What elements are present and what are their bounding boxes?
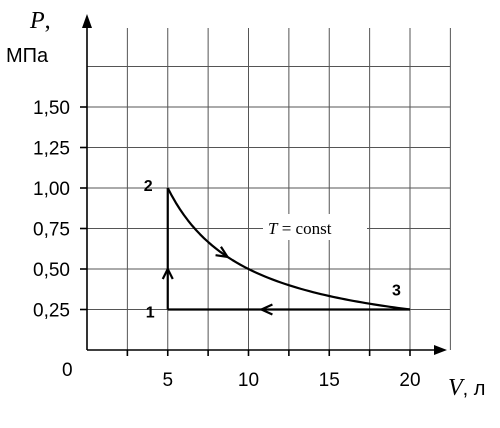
y-tick-label: 1,25 [33, 139, 70, 160]
y-tick-label: 1,50 [33, 98, 70, 119]
y-ticks [80, 106, 87, 311]
isotherm-label-symbol: T [268, 219, 279, 238]
state-point-label-1: 1 [146, 305, 155, 322]
x-tick-label: 20 [399, 370, 420, 391]
x-tick-label: 5 [162, 370, 173, 391]
x-tick-labels: 5 10 15 20 [162, 370, 420, 391]
y-tick-label: 0,50 [33, 260, 70, 281]
y-axis-arrow-icon [82, 14, 92, 28]
isotherm-label: T = const [268, 219, 332, 238]
y-tick-label: 0,75 [33, 220, 70, 241]
state-point-label-3: 3 [392, 283, 401, 300]
y-tick-label: 1,00 [33, 179, 70, 200]
x-axis-title: V, л [448, 375, 485, 401]
y-axis-symbol: P, [29, 8, 51, 34]
state-point-label-2: 2 [144, 178, 153, 195]
x-axis-symbol: V [448, 375, 465, 401]
direction-arrow-up-icon [161, 267, 174, 280]
x-axis-unit: , л [463, 378, 486, 400]
y-tick-label: 0,25 [33, 301, 70, 322]
x-tick-label: 10 [238, 370, 259, 391]
direction-arrow-down-right-icon [215, 246, 229, 258]
isotherm-label-text: = const [277, 219, 331, 238]
isotherm-annotation: T = const [263, 214, 367, 240]
x-ticks [126, 350, 411, 356]
origin-label: 0 [62, 360, 73, 381]
process-2-3-isothermal [166, 187, 411, 311]
thermodynamic-cycle [161, 187, 411, 316]
y-tick-labels: 0,25 0,50 0,75 1,00 1,25 1,50 [33, 98, 70, 322]
state-point-labels: 1 2 3 [144, 178, 401, 322]
axes [82, 14, 447, 355]
direction-arrow-left-icon [260, 303, 273, 316]
annotation-background [263, 214, 367, 240]
x-axis-arrow-icon [434, 345, 447, 355]
grid [87, 28, 451, 350]
x-tick-label: 15 [319, 370, 340, 391]
y-axis-unit: МПа [6, 45, 49, 67]
